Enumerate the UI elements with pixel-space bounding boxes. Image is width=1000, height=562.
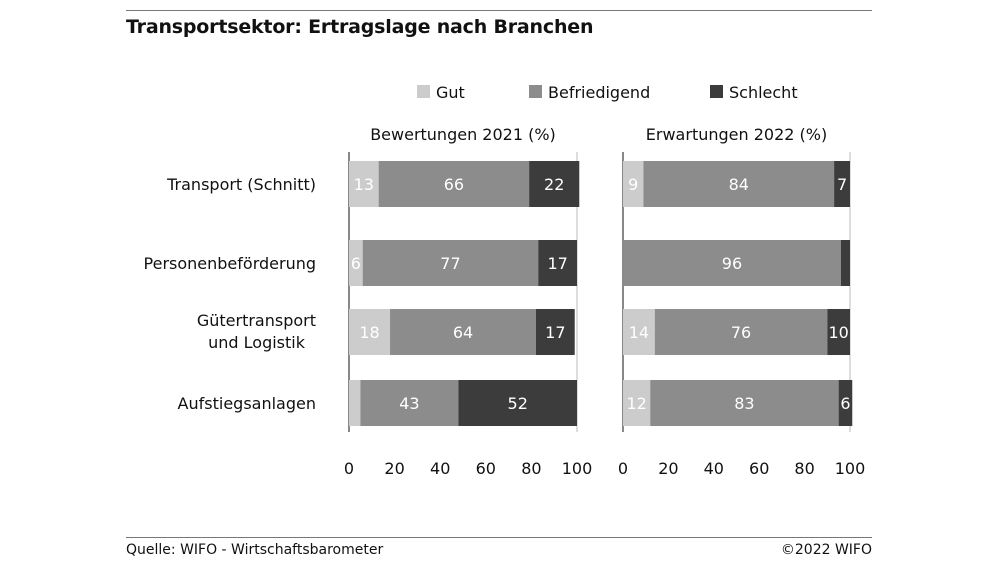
copyright-note: ©2022 WIFO [780, 542, 872, 558]
bar-segment-schlecht [538, 240, 577, 286]
bar-segment-befriedigend [378, 161, 530, 207]
x-tick-label: 60 [476, 459, 496, 478]
data-label: 76 [731, 323, 751, 342]
bar-segment-befriedigend [360, 380, 459, 426]
panel-title: Bewertungen 2021 (%) [370, 125, 556, 144]
bar-segment-gut [623, 309, 655, 355]
data-label: 6 [840, 394, 850, 413]
x-tick-label: 40 [430, 459, 450, 478]
data-label: 18 [359, 323, 379, 342]
category-label: Personenbeförderung [144, 254, 316, 273]
x-tick-label: 0 [344, 459, 354, 478]
category-label: Gütertransport und Logistik [197, 311, 316, 352]
data-label: 7 [837, 175, 847, 194]
bar-segment-gut [349, 380, 361, 426]
x-tick-label: 100 [562, 459, 593, 478]
legend-label-gut: Gut [436, 83, 465, 102]
bar-segment-schlecht [529, 161, 580, 207]
data-label: 66 [444, 175, 464, 194]
data-label: 17 [547, 254, 567, 273]
bar-segment-schlecht [834, 161, 850, 207]
bar-segment-gut [623, 380, 651, 426]
data-label: 22 [544, 175, 564, 194]
data-label: 10 [828, 323, 848, 342]
data-label: 6 [351, 254, 361, 273]
bar-segment-befriedigend [623, 240, 841, 286]
bar-segment-befriedigend [390, 309, 536, 355]
data-label: 52 [508, 394, 528, 413]
bar-segment-schlecht [458, 380, 577, 426]
legend-swatch-befriedigend [529, 85, 542, 98]
x-tick-label: 80 [521, 459, 541, 478]
data-label: 84 [729, 175, 749, 194]
x-tick-label: 100 [835, 459, 866, 478]
bar-segment-gut [349, 309, 391, 355]
x-tick-label: 40 [704, 459, 724, 478]
bar-segment-befriedigend [654, 309, 828, 355]
bar-segment-gut [349, 161, 379, 207]
top-rule [126, 10, 872, 11]
legend-swatch-schlecht [710, 85, 723, 98]
bar-segment-gut [349, 240, 363, 286]
bar-segment-befriedigend [643, 161, 835, 207]
category-label: Aufstiegsanlagen [178, 394, 316, 413]
bar-segment-gut [623, 161, 644, 207]
data-label: 96 [722, 254, 742, 273]
data-label: 12 [626, 394, 646, 413]
legend-swatch-gut [417, 85, 430, 98]
bar-segment-befriedigend [650, 380, 839, 426]
data-label: 13 [354, 175, 374, 194]
bar-segment-schlecht [535, 309, 575, 355]
bottom-rule [126, 537, 872, 538]
panel-title: Erwartungen 2022 (%) [646, 125, 827, 144]
x-tick-label: 20 [658, 459, 678, 478]
x-tick-label: 60 [749, 459, 769, 478]
data-label: 9 [628, 175, 638, 194]
chart-title: Transportsektor: Ertragslage nach Branch… [126, 16, 594, 38]
bar-segment-schlecht [840, 240, 850, 286]
source-note: Quelle: WIFO - Wirtschaftsbarometer [126, 542, 384, 558]
bar-segment-schlecht [838, 380, 853, 426]
data-label: 14 [629, 323, 649, 342]
data-label: 17 [545, 323, 565, 342]
data-label: 83 [734, 394, 754, 413]
x-tick-label: 80 [794, 459, 814, 478]
data-label: 43 [399, 394, 419, 413]
x-tick-label: 20 [384, 459, 404, 478]
bar-segment-schlecht [827, 309, 850, 355]
x-tick-label: 0 [618, 459, 628, 478]
data-label: 64 [453, 323, 473, 342]
category-label: Transport (Schnitt) [166, 175, 316, 194]
legend-label-schlecht: Schlecht [729, 83, 798, 102]
legend-label-befriedigend: Befriedigend [548, 83, 650, 102]
data-label: 77 [440, 254, 460, 273]
bar-segment-befriedigend [362, 240, 539, 286]
